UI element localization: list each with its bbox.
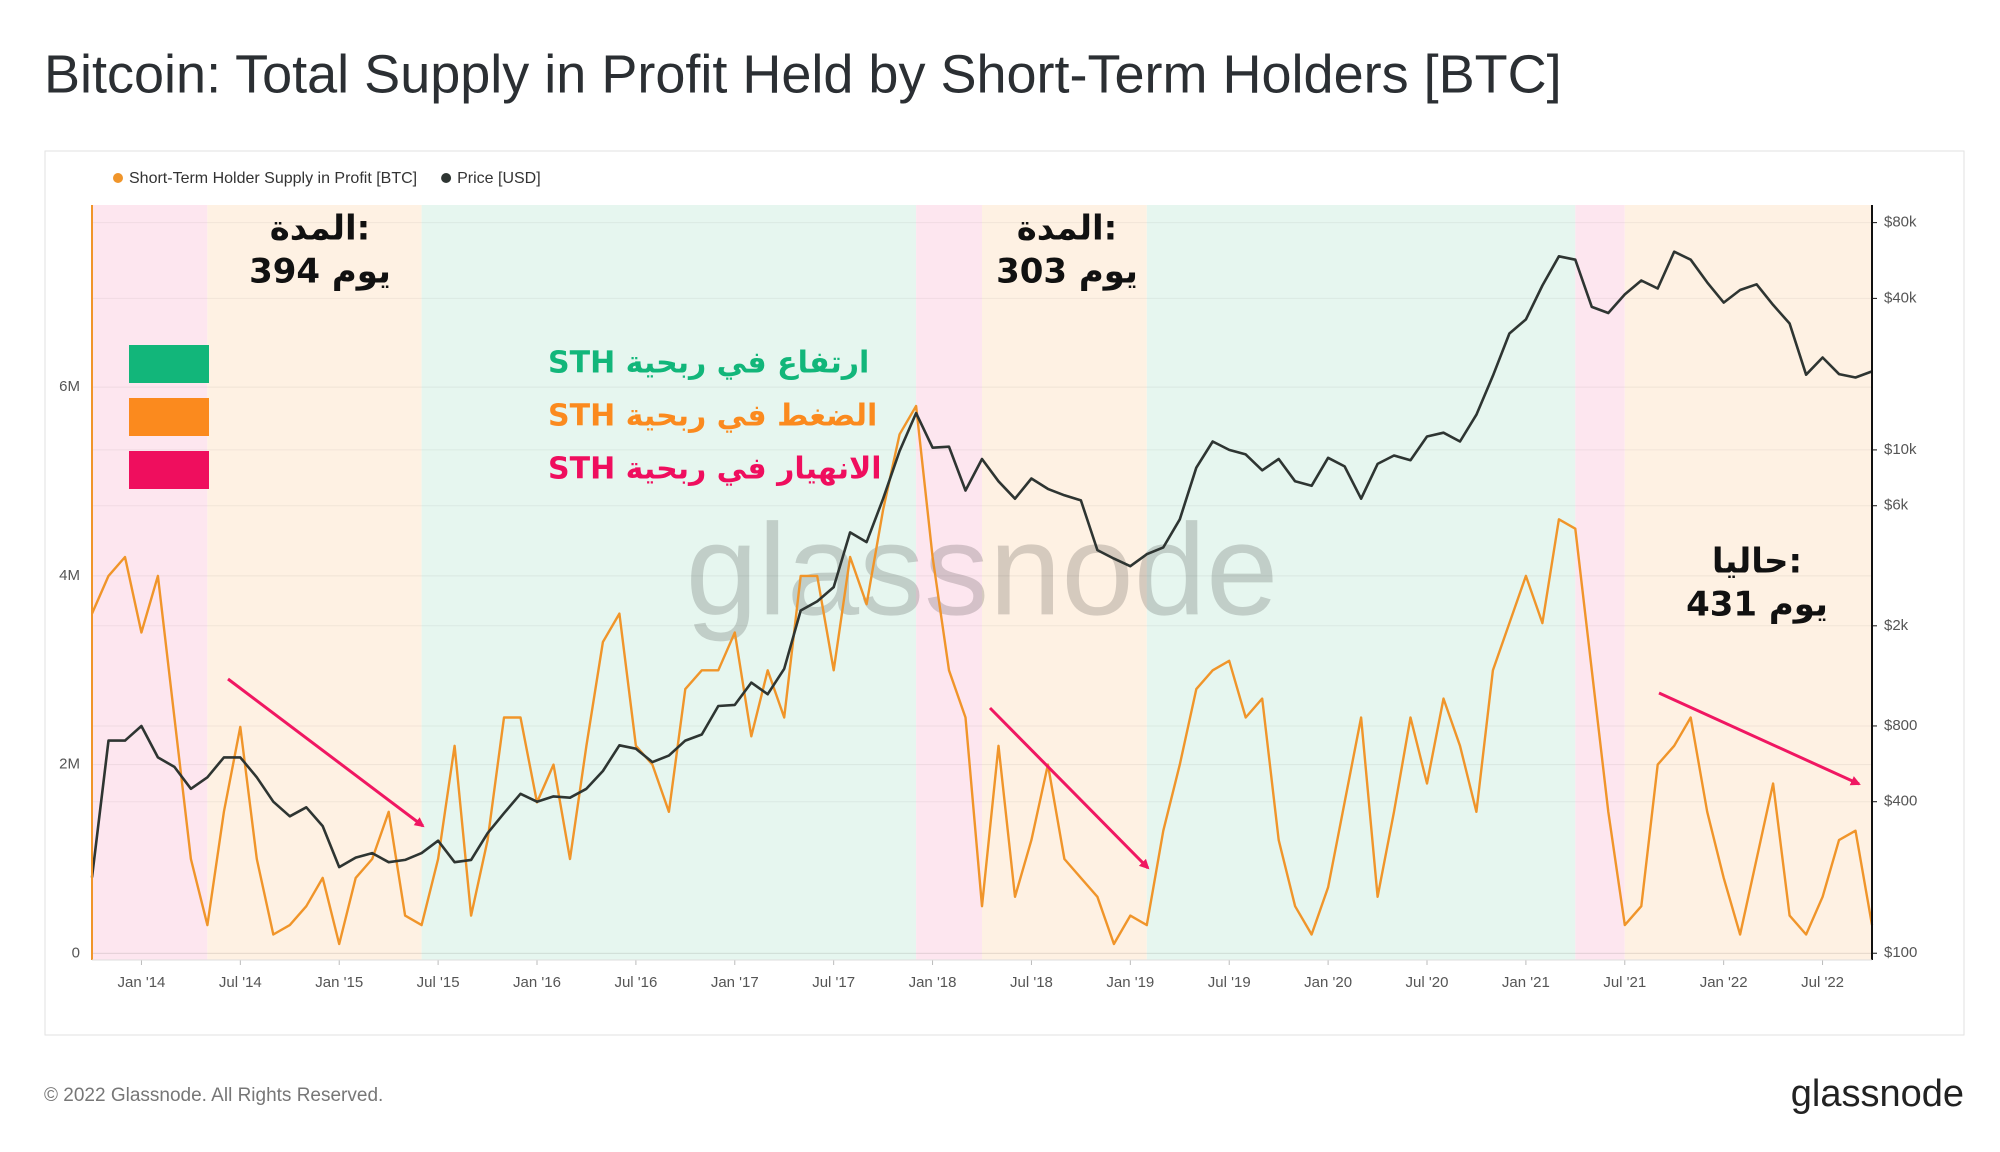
- series-line: [90, 250, 1873, 878]
- x-tick-label: Jul '18: [1010, 974, 1053, 991]
- x-tick-label: Jul '15: [417, 974, 460, 991]
- legend-marker: [113, 173, 123, 183]
- chart-title: Bitcoin: Total Supply in Profit Held by …: [44, 44, 1562, 104]
- phase-swatch: [129, 451, 209, 489]
- annotation-label: حاليا:: [1712, 542, 1802, 582]
- x-tick-label: Jul '20: [1406, 974, 1449, 991]
- legend-marker: [441, 173, 452, 183]
- series-line: [90, 404, 1874, 946]
- x-tick-label: Jul '16: [614, 974, 657, 991]
- phase-region: [1624, 205, 1872, 960]
- x-tick-label: Jul '21: [1603, 974, 1646, 991]
- x-tick-label: Jan '18: [909, 974, 957, 991]
- phase-label: ارتفاع في ربحية STH: [548, 346, 869, 381]
- y2-tick-label: $6k: [1884, 497, 1909, 514]
- annotation-text: 303 يوم: [996, 252, 1138, 292]
- phase-region: [916, 205, 982, 960]
- phase-label: الضغط في ربحية STH: [548, 399, 877, 434]
- y-tick-label: 2M: [59, 756, 80, 773]
- trend-arrow: [227, 677, 425, 828]
- phase-region: [1146, 205, 1576, 960]
- y-tick-label: 0: [72, 944, 80, 961]
- x-tick-label: Jan '21: [1502, 974, 1550, 991]
- x-tick-label: Jan '20: [1304, 974, 1352, 991]
- phase-swatch: [129, 398, 209, 436]
- legend: Short-Term Holder Supply in Profit [BTC]…: [113, 170, 541, 187]
- footer: © 2022 Glassnode. All Rights Reserved.: [44, 1085, 383, 1106]
- x-tick-label: Jul '19: [1208, 974, 1251, 991]
- y2-tick-label: $40k: [1884, 289, 1917, 306]
- phase-region: [982, 205, 1147, 960]
- y-tick-label: 6M: [59, 378, 80, 395]
- watermark: glassnode: [686, 496, 1279, 642]
- phase-region: [421, 205, 917, 960]
- x-tick-label: Jan '19: [1106, 974, 1154, 991]
- y2-tick-label: $80k: [1884, 214, 1917, 231]
- lines: [90, 250, 1874, 946]
- y2-tick-label: $800: [1884, 717, 1917, 734]
- y-tick-label: 4M: [59, 567, 80, 584]
- axes: 0 2M 4M 6M $100 $400 $800 $2k $6k $10k $40k $80k Jan…: [59, 205, 1917, 991]
- x-tick-label: Jan '22: [1700, 974, 1748, 991]
- x-tick-label: Jan '17: [711, 974, 759, 991]
- trend-arrow: [1658, 691, 1861, 786]
- x-tick-label: Jan '16: [513, 974, 561, 991]
- phase-swatch: [129, 345, 209, 383]
- annotation-label: المدة:: [1017, 209, 1118, 249]
- trend-arrow: [988, 706, 1150, 870]
- annotation-text: 431 يوم: [1686, 585, 1828, 625]
- regions: [92, 205, 1872, 960]
- legend-label: Price [USD]: [457, 170, 541, 187]
- annotation-text: 394 يوم: [249, 252, 391, 292]
- y2-tick-label: $2k: [1884, 617, 1909, 634]
- x-tick-label: Jul '14: [219, 974, 262, 991]
- annotation-label: المدة:: [270, 209, 371, 249]
- phase-legend: ارتفاع في ربحية STH الضغط في ربحية STH الا…: [129, 345, 882, 489]
- arrows: [227, 677, 1861, 870]
- y2-tick-label: $10k: [1884, 441, 1917, 458]
- logo: glassnode: [1791, 1073, 1964, 1115]
- legend-label: Short-Term Holder Supply in Profit [BTC]: [129, 170, 417, 187]
- x-tick-label: Jan '15: [315, 974, 363, 991]
- phase-region: [1575, 205, 1625, 960]
- y2-tick-label: $400: [1884, 793, 1917, 810]
- y2-tick-label: $100: [1884, 944, 1917, 961]
- x-tick-label: Jan '14: [117, 974, 165, 991]
- x-tick-label: Jul '17: [812, 974, 855, 991]
- phase-region: [207, 205, 422, 960]
- x-tick-label: Jul '22: [1801, 974, 1844, 991]
- phase-label: الانهيار في ربحية STH: [548, 452, 882, 487]
